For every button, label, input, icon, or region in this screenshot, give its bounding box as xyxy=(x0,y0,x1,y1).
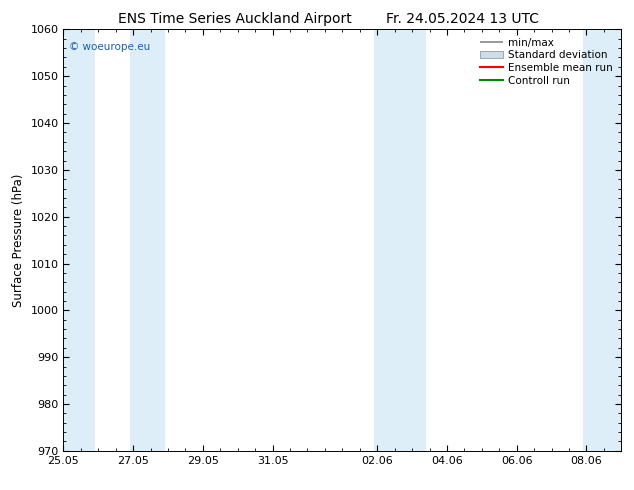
Text: © woeurope.eu: © woeurope.eu xyxy=(69,42,150,52)
Y-axis label: Surface Pressure (hPa): Surface Pressure (hPa) xyxy=(12,173,25,307)
Bar xyxy=(129,29,165,451)
Bar xyxy=(583,29,621,451)
Text: ENS Time Series Auckland Airport: ENS Time Series Auckland Airport xyxy=(118,12,351,26)
Bar xyxy=(63,29,95,451)
Bar xyxy=(394,29,426,451)
Legend: min/max, Standard deviation, Ensemble mean run, Controll run: min/max, Standard deviation, Ensemble me… xyxy=(477,35,616,89)
Bar xyxy=(374,29,394,451)
Text: Fr. 24.05.2024 13 UTC: Fr. 24.05.2024 13 UTC xyxy=(386,12,540,26)
